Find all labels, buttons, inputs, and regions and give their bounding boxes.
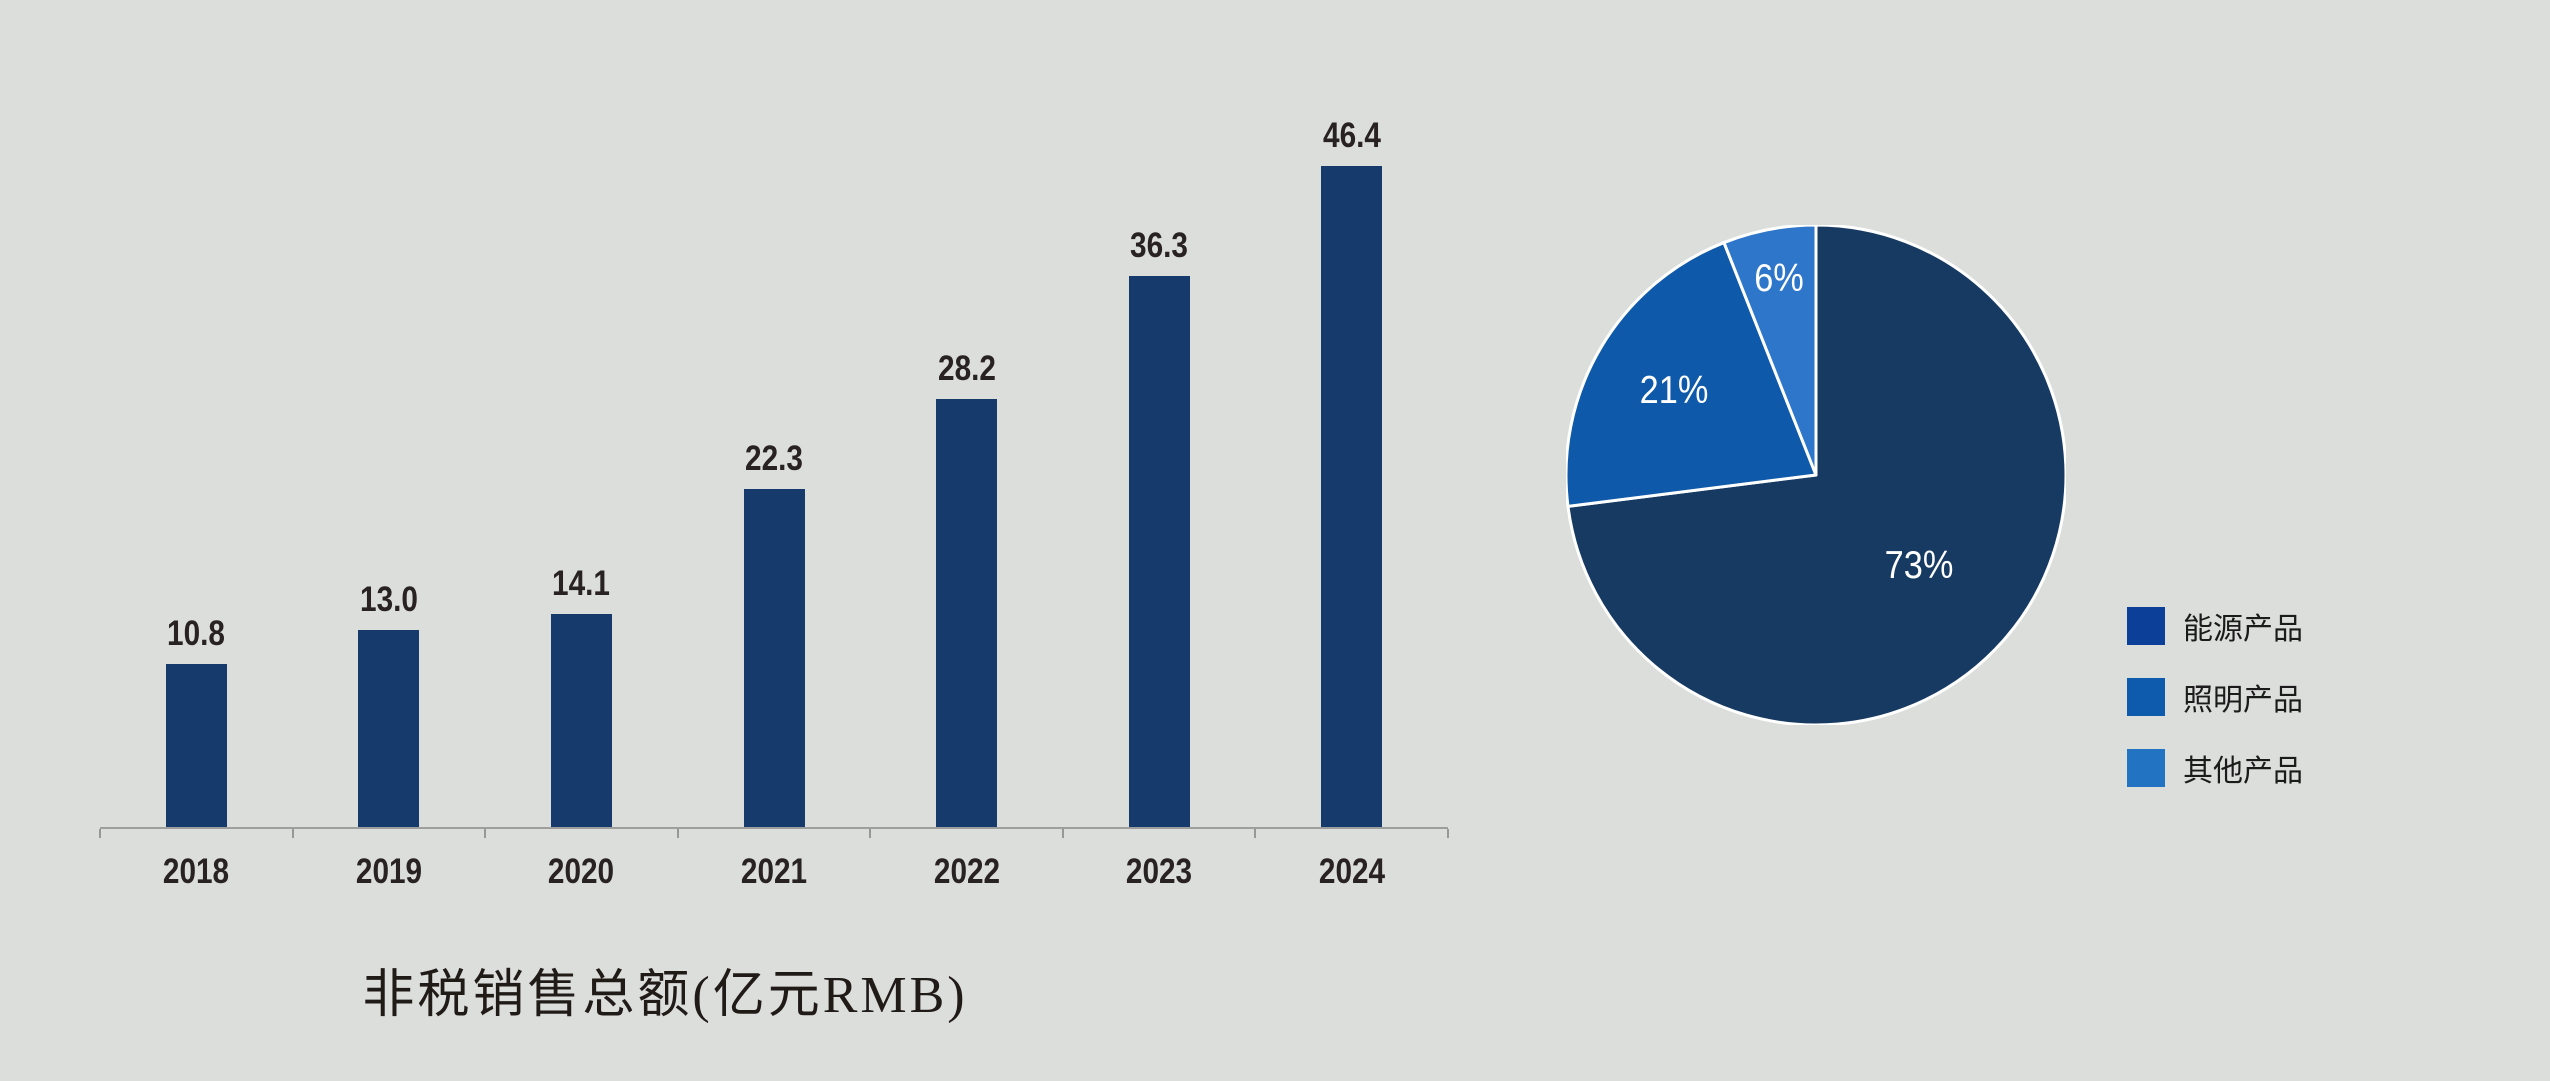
x-axis-tick bbox=[484, 829, 487, 838]
legend-item-lighting-products: 照明产品 bbox=[2127, 678, 2303, 717]
legend-item-other-products: 其他产品 bbox=[2127, 749, 2303, 788]
bar-2020 bbox=[550, 614, 612, 828]
bar-2021 bbox=[743, 489, 805, 828]
bar-value-label-2023: 36.3 bbox=[1130, 226, 1189, 265]
bar-2022 bbox=[936, 399, 998, 828]
bar-value-label-2022: 28.2 bbox=[937, 349, 996, 388]
legend-swatch bbox=[2127, 749, 2165, 787]
x-axis-tick bbox=[1447, 829, 1449, 838]
x-axis-line bbox=[100, 827, 1448, 829]
x-axis-label-2024: 2024 bbox=[1318, 852, 1385, 891]
x-axis-label-2018: 2018 bbox=[163, 852, 230, 891]
legend-label: 能源产品 bbox=[2183, 613, 2303, 646]
x-axis-tick bbox=[869, 829, 872, 838]
bar-2023 bbox=[1128, 276, 1190, 828]
x-axis-label-2023: 2023 bbox=[1126, 852, 1193, 891]
pie-percent-label-73: 73% bbox=[1884, 543, 1954, 587]
legend-item-energy-products: 能源产品 bbox=[2127, 607, 2303, 646]
pie-slice-lighting-products bbox=[1566, 241, 1818, 508]
legend: 能源产品照明产品其他产品 bbox=[2127, 607, 2303, 820]
x-axis-tick bbox=[99, 829, 101, 838]
bar-chart: 10.8 13.0 14.1 22.3 28.2 36.3 46.4 bbox=[100, 0, 1448, 828]
bar-value-label-2020: 14.1 bbox=[552, 564, 611, 603]
legend-label: 照明产品 bbox=[2183, 684, 2303, 717]
bar-2019 bbox=[358, 630, 420, 828]
bar-value-label-2019: 13.0 bbox=[359, 580, 418, 619]
x-axis-tick bbox=[1254, 829, 1257, 838]
legend-swatch bbox=[2127, 607, 2165, 645]
bar-value-label-2024: 46.4 bbox=[1322, 116, 1381, 155]
legend-label: 其他产品 bbox=[2183, 755, 2303, 788]
x-axis-tick bbox=[1061, 829, 1064, 838]
pie-slice-other-products bbox=[1722, 225, 1818, 477]
legend-swatch bbox=[2127, 678, 2165, 716]
bar-chart-title: 非税销售总额(亿元RMB) bbox=[362, 967, 968, 1024]
pie-svg bbox=[1566, 225, 2066, 725]
x-axis-tick bbox=[291, 829, 294, 838]
bar-2024 bbox=[1321, 166, 1383, 828]
x-axis-label-2021: 2021 bbox=[740, 852, 808, 891]
pie-percent-label-21: 21% bbox=[1639, 369, 1709, 412]
bar-value-label-2021: 22.3 bbox=[745, 439, 803, 478]
x-axis-label-2022: 2022 bbox=[933, 852, 1000, 891]
bar-2018 bbox=[165, 664, 227, 828]
bar-value-label-2018: 10.8 bbox=[167, 614, 226, 653]
pie-chart: 73% 21% 6% bbox=[1566, 225, 2066, 725]
x-axis-tick bbox=[676, 829, 679, 838]
x-axis-label-2020: 2020 bbox=[548, 852, 615, 891]
x-axis-label-2019: 2019 bbox=[355, 852, 422, 891]
pie-percent-label-6: 6% bbox=[1753, 256, 1804, 300]
